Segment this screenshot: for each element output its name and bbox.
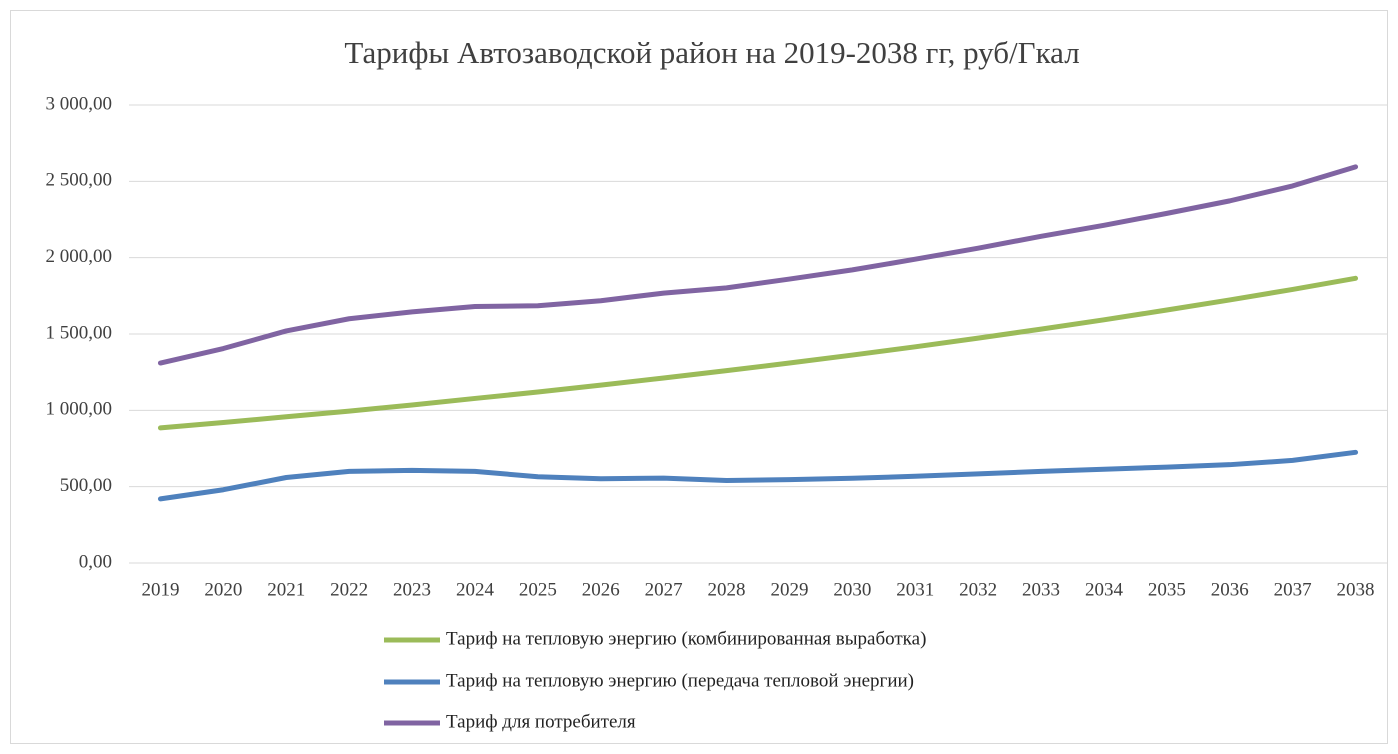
y-tick-label: 2 500,00 (46, 170, 113, 191)
x-tick-label: 2019 (141, 579, 179, 600)
x-tick-label: 2021 (267, 579, 305, 600)
x-tick-label: 2037 (1274, 579, 1312, 600)
legend-label: Тариф на тепловую энергию (комбинированн… (446, 628, 926, 649)
legend-label: Тариф для потребителя (446, 711, 636, 732)
x-tick-label: 2023 (393, 579, 431, 600)
x-tick-label: 2028 (708, 579, 746, 600)
x-tick-label: 2034 (1085, 579, 1124, 600)
x-tick-label: 2036 (1211, 579, 1249, 600)
x-tick-label: 2033 (1022, 579, 1060, 600)
x-tick-label: 2026 (582, 579, 620, 600)
series-line (157, 275, 1359, 431)
x-tick-label: 2022 (330, 579, 368, 600)
legend-label: Тариф на тепловую энергию (передача тепл… (446, 670, 914, 691)
y-tick-label: 500,00 (60, 475, 112, 496)
series-line (157, 164, 1359, 366)
x-tick-label: 2030 (833, 579, 871, 600)
x-tick-label: 2025 (519, 579, 557, 600)
chart-frame (10, 10, 1388, 744)
x-tick-label: 2029 (770, 579, 808, 600)
x-tick-label: 2027 (645, 579, 683, 600)
y-tick-label: 3 000,00 (46, 93, 113, 114)
x-tick-label: 2024 (456, 579, 495, 600)
series-line (157, 449, 1359, 502)
x-tick-label: 2031 (896, 579, 934, 600)
x-tick-label: 2020 (204, 579, 242, 600)
y-tick-label: 0,00 (79, 551, 112, 572)
y-tick-label: 2 000,00 (46, 246, 113, 267)
y-tick-label: 1 000,00 (46, 399, 113, 420)
y-tick-label: 1 500,00 (46, 322, 113, 343)
x-tick-label: 2032 (959, 579, 997, 600)
x-tick-label: 2038 (1337, 579, 1375, 600)
x-tick-label: 2035 (1148, 579, 1186, 600)
chart-title: Тарифы Автозаводской район на 2019-2038 … (344, 35, 1079, 70)
